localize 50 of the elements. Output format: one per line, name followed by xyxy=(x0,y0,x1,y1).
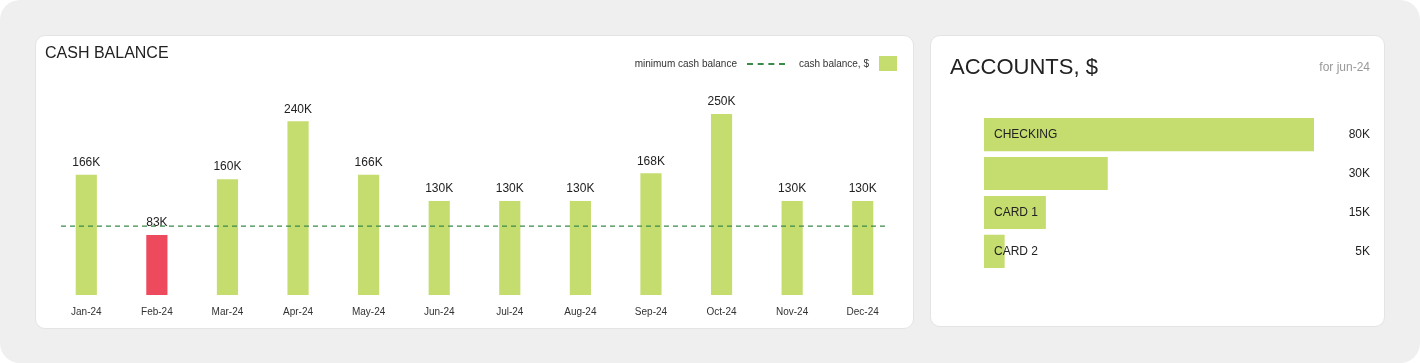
bar xyxy=(75,174,97,295)
x-tick-label: May-24 xyxy=(351,305,386,317)
bar xyxy=(146,234,168,295)
y-tick-label: CHECKING xyxy=(994,126,1058,141)
bar xyxy=(710,114,733,295)
bar xyxy=(984,195,1046,229)
bar xyxy=(499,200,521,295)
x-tick-label: Apr-24 xyxy=(283,305,314,317)
data-label: 130K xyxy=(778,181,807,196)
data-label: 166K xyxy=(72,155,101,170)
data-label: 5K xyxy=(1355,243,1370,258)
text: for jun-24 xyxy=(1319,60,1370,74)
x-tick-label: Mar-24 xyxy=(211,305,244,317)
x-tick-label: Dec-24 xyxy=(846,305,880,317)
data-label: 83K xyxy=(146,215,168,230)
data-label: 30K xyxy=(1348,165,1370,180)
bar xyxy=(216,179,239,295)
bar xyxy=(640,173,662,295)
bar xyxy=(781,200,803,295)
x-tick-label: Oct-24 xyxy=(706,305,737,317)
bar xyxy=(569,200,591,295)
data-label: 160K xyxy=(213,159,242,174)
data-label: 240K xyxy=(284,101,313,116)
x-tick-label: Jan-24 xyxy=(71,305,103,317)
x-tick-label: Aug-24 xyxy=(564,305,597,317)
x-tick-label: Nov-24 xyxy=(776,305,809,317)
x-tick-label: Feb-24 xyxy=(141,305,174,317)
data-label: 80K xyxy=(1348,126,1370,141)
data-label: 130K xyxy=(566,181,595,196)
x-tick-label: Sep-24 xyxy=(634,305,668,317)
x-tick-label: Jul-24 xyxy=(496,305,524,317)
bar xyxy=(984,118,1314,152)
legend-label: minimum cash balance xyxy=(634,58,737,69)
y-tick-label: CARD 1 xyxy=(994,204,1039,219)
chart-title: ACCOUNTS, $ xyxy=(950,54,1098,80)
data-label: 130K xyxy=(425,181,454,196)
data-label: 168K xyxy=(636,153,665,168)
data-label: 15K xyxy=(1348,204,1370,219)
bar xyxy=(852,200,874,295)
data-label: 130K xyxy=(495,181,524,196)
data-label: 250K xyxy=(707,94,736,109)
legend-label: cash balance, $ xyxy=(798,58,869,69)
data-label: 130K xyxy=(848,181,877,196)
bar xyxy=(358,174,380,295)
bar xyxy=(984,157,1108,191)
bar xyxy=(428,200,450,295)
bar xyxy=(287,121,309,295)
x-tick-label: Jun-24 xyxy=(423,305,455,317)
chart-title: CASH BALANCE xyxy=(45,44,169,62)
data-label: 166K xyxy=(354,155,383,170)
